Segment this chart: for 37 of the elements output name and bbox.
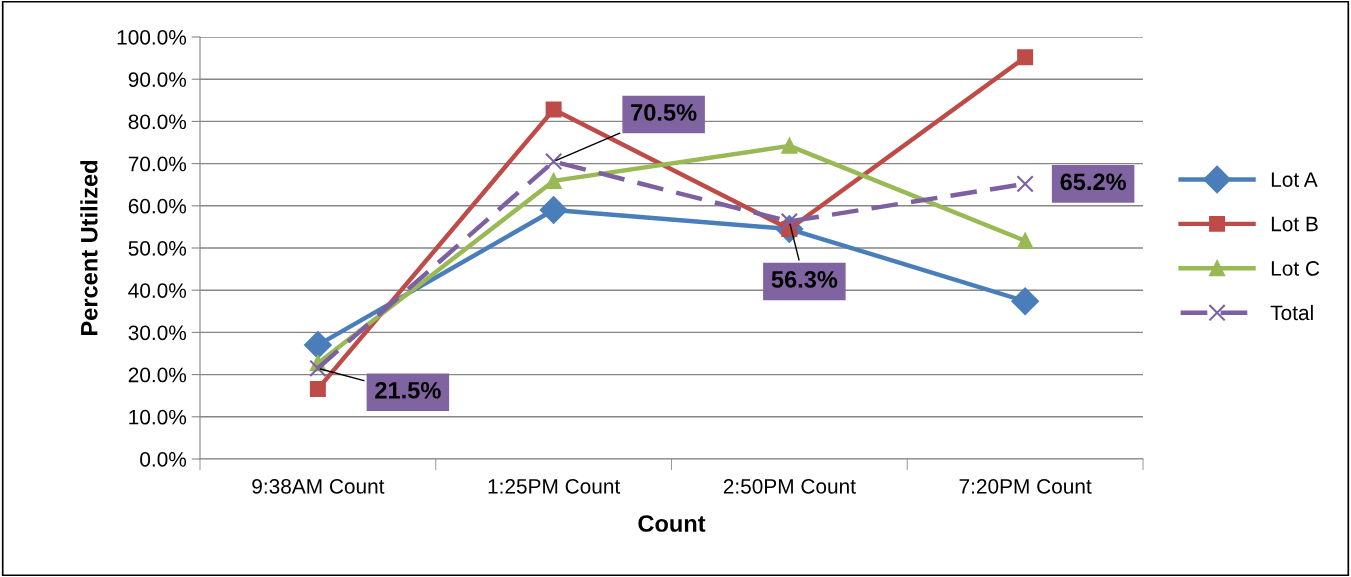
legend-label: Lot C bbox=[1271, 261, 1320, 276]
data-label: 65.2% bbox=[1060, 173, 1126, 191]
point bbox=[1017, 232, 1034, 249]
x-tick-label: 2:50PM Count bbox=[723, 478, 856, 494]
y-tick-label: 50.0% bbox=[128, 241, 187, 256]
y-tick-label: 80.0% bbox=[128, 114, 187, 130]
point bbox=[309, 359, 327, 377]
y-tick-label: 10.0% bbox=[129, 409, 187, 425]
point bbox=[545, 101, 562, 118]
data-label: 56.3% bbox=[771, 271, 838, 288]
y-tick-label: 40.0% bbox=[128, 283, 187, 298]
y-axis-title: Percent Utilized bbox=[80, 160, 98, 335]
point bbox=[545, 172, 562, 189]
x-tick-label: 7:20PM Count bbox=[959, 478, 1092, 494]
y-tick-label: 60.0% bbox=[128, 198, 187, 214]
x-tick-label: 9:38AM Count bbox=[252, 478, 385, 494]
legend-label: Total bbox=[1270, 304, 1313, 321]
y-tick-label: 100.0% bbox=[117, 30, 187, 45]
y-tick-label: 0.0% bbox=[140, 452, 187, 467]
y-tick-label: 70.0% bbox=[128, 156, 187, 172]
point bbox=[1016, 175, 1034, 193]
x-axis-title: Count bbox=[638, 515, 706, 532]
y-tick-label: 90.0% bbox=[128, 72, 187, 87]
y-tick-label: 20.0% bbox=[128, 367, 187, 383]
point bbox=[539, 196, 568, 224]
point bbox=[544, 152, 563, 171]
point bbox=[781, 137, 798, 154]
legend-label: Lot A bbox=[1271, 172, 1318, 187]
x-tick-label: 1:25PM Count bbox=[488, 478, 621, 494]
data-label: 21.5% bbox=[375, 381, 441, 399]
legend-label: Lot B bbox=[1271, 216, 1318, 232]
point bbox=[1011, 287, 1039, 315]
point bbox=[1017, 49, 1034, 66]
data-label: 70.5% bbox=[631, 104, 697, 121]
point bbox=[309, 380, 326, 397]
y-tick-label: 30.0% bbox=[128, 325, 187, 341]
point bbox=[304, 331, 332, 359]
